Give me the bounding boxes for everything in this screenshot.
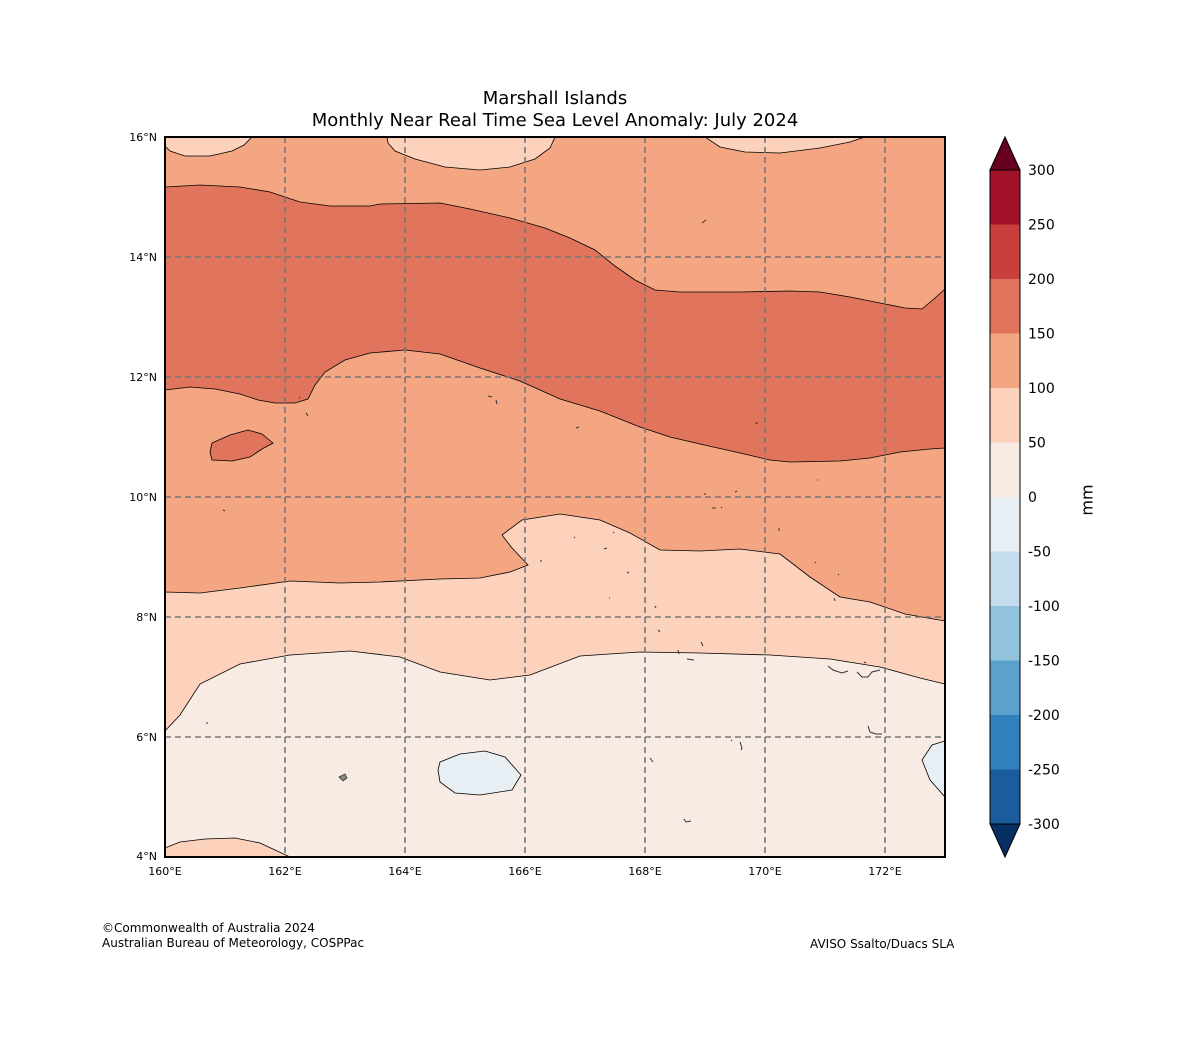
- colorbar-over-arrow: [989, 135, 1021, 171]
- agency-text: Australian Bureau of Meteorology, COSPPa…: [102, 936, 365, 950]
- band-150-200: [165, 184, 945, 463]
- x-tick-label: 166°E: [508, 865, 541, 878]
- colorbar-tick-label: 50: [1028, 436, 1046, 452]
- band-neg50-0-center: [437, 750, 522, 796]
- gridlines: [165, 137, 945, 857]
- colorbar-segment: [990, 170, 1020, 225]
- islands-layer: [206, 219, 882, 823]
- y-axis: 16°N 14°N 12°N 10°N 8°N 6°N 4°N: [129, 131, 157, 863]
- colorbar-segment: [990, 442, 1020, 497]
- colorbar-segment: [990, 279, 1020, 334]
- x-tick-label: 160°E: [148, 865, 181, 878]
- band-50-100-north-west: [165, 137, 253, 157]
- band-150-200-islet: [209, 429, 274, 462]
- x-tick-label: 162°E: [268, 865, 301, 878]
- band-neg50-0-east: [921, 740, 945, 798]
- copyright-text: ©Commonwealth of Australia 2024: [102, 921, 315, 935]
- x-tick-label: 164°E: [388, 865, 421, 878]
- colorbar-tick-label: -200: [1028, 708, 1060, 724]
- colorbar-tick-label: 100: [1028, 381, 1055, 397]
- colorbar-segment: [990, 769, 1020, 824]
- y-tick-label: 12°N: [129, 371, 157, 384]
- colorbar-tick-label: 300: [1028, 163, 1055, 179]
- colorbar-segment: [990, 224, 1020, 279]
- colorbar-tick-label: 150: [1028, 327, 1055, 343]
- band-0-50: [165, 650, 945, 857]
- y-tick-label: 8°N: [136, 611, 157, 624]
- x-axis: 160°E 162°E 164°E 166°E 168°E 170°E 172°…: [148, 865, 901, 878]
- x-tick-label: 172°E: [868, 865, 901, 878]
- colorbar-segment: [990, 715, 1020, 770]
- data-source-text: AVISO Ssalto/Duacs SLA: [810, 937, 955, 951]
- x-tick-label: 170°E: [748, 865, 781, 878]
- map-title: Marshall Islands: [482, 88, 628, 109]
- colorbar-tick-label: -300: [1028, 817, 1060, 833]
- band-50-100-southwest: [165, 837, 291, 857]
- map-frame: [164, 136, 946, 858]
- colorbar-segment: [990, 388, 1020, 443]
- colorbar-tick-label: -150: [1028, 654, 1060, 670]
- colorbar: 300 250 200 150 100 50 0 -50 -100 -150 -200 -250 -30…: [989, 135, 1060, 859]
- colorbar-segment: [990, 333, 1020, 388]
- colorbar-segment: [990, 551, 1020, 606]
- island-marker-163e: [338, 773, 348, 782]
- colorbar-tick-label: -50: [1028, 545, 1051, 561]
- colorbar-tick-label: -100: [1028, 599, 1060, 615]
- colorbar-tick-label: -250: [1028, 763, 1060, 779]
- y-tick-label: 10°N: [129, 491, 157, 504]
- colorbar-tick-label: 250: [1028, 218, 1055, 234]
- colorbar-tick-label: 200: [1028, 272, 1055, 288]
- colorbar-segment: [990, 660, 1020, 715]
- y-tick-label: 4°N: [136, 850, 157, 863]
- colorbar-segment: [990, 606, 1020, 661]
- x-tick-label: 168°E: [628, 865, 661, 878]
- colorbar-tick-label: 0: [1028, 490, 1037, 506]
- y-tick-label: 16°N: [129, 131, 157, 144]
- band-50-100-north-center: [386, 137, 556, 171]
- map-subtitle: Monthly Near Real Time Sea Level Anomaly…: [311, 110, 799, 131]
- colorbar-under-arrow: [989, 823, 1021, 859]
- y-tick-label: 14°N: [129, 251, 157, 264]
- colorbar-frame: [989, 169, 1021, 825]
- colorbar-label: mm: [1078, 484, 1097, 515]
- colorbar-segment: [990, 497, 1020, 552]
- y-tick-label: 6°N: [136, 731, 157, 744]
